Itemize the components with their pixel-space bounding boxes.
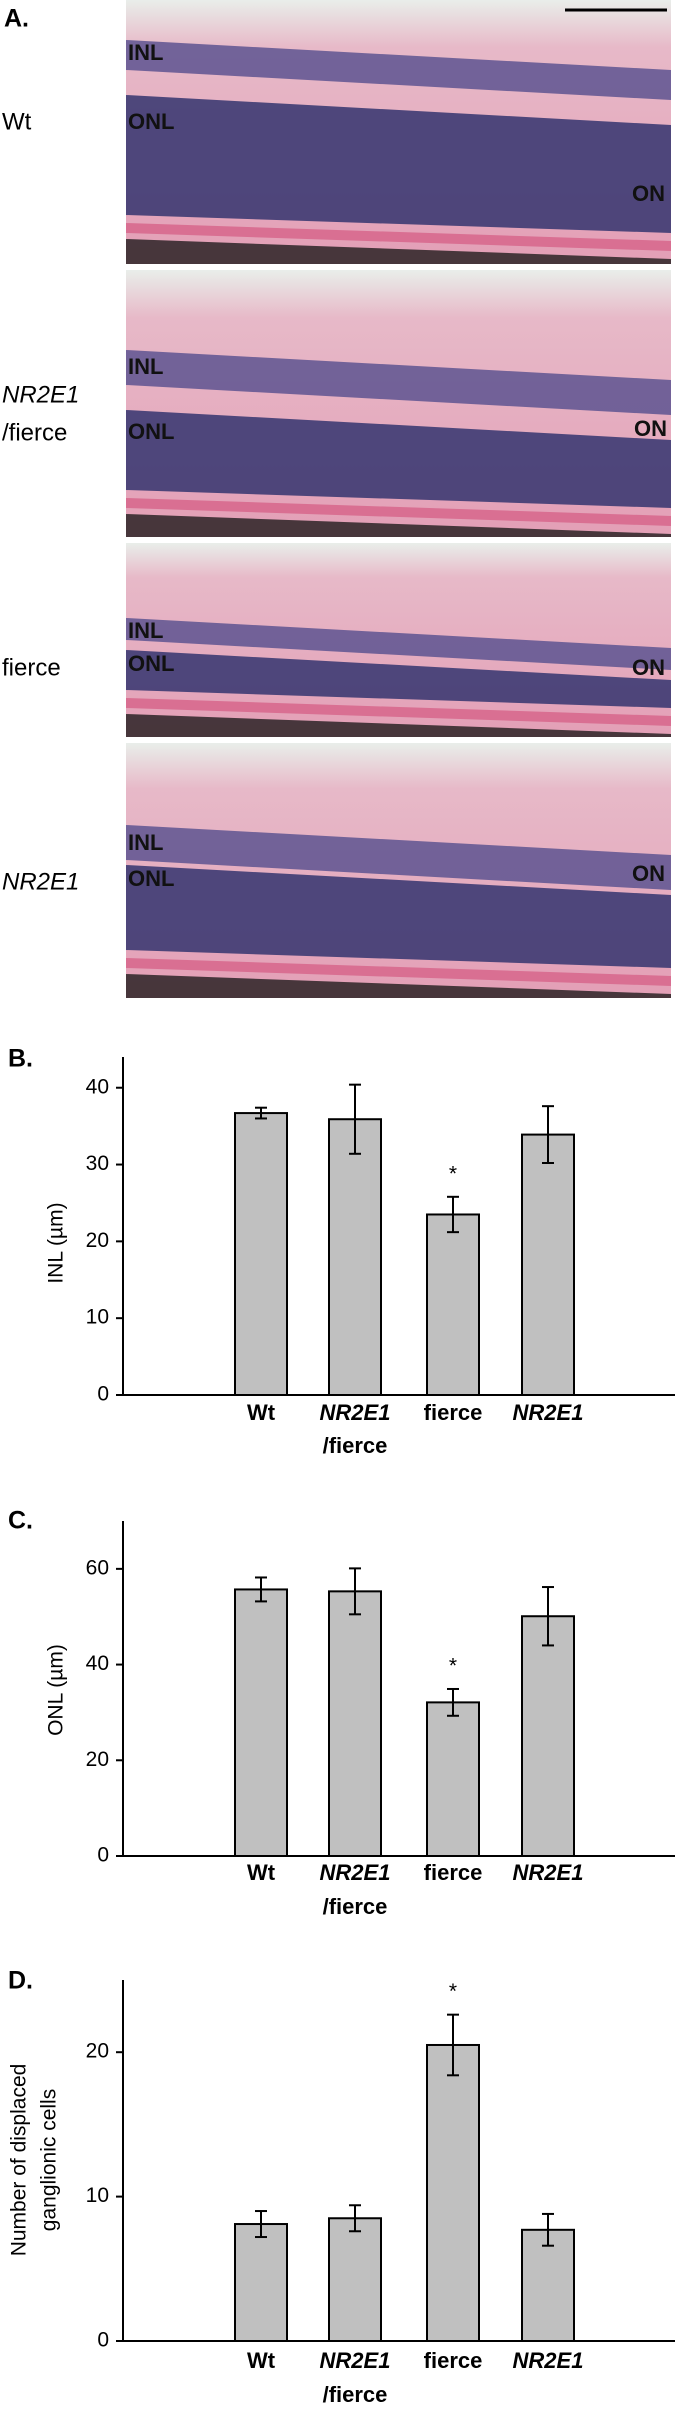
choroid	[126, 714, 671, 737]
y-tick-label: 20	[86, 1748, 109, 1771]
error-bar	[447, 1195, 459, 1234]
choroid	[126, 239, 671, 264]
row-label: NR2E1	[2, 381, 79, 408]
chart-title: B.	[8, 1045, 33, 1073]
bar	[426, 1701, 480, 1857]
y-tick-label: 20	[86, 2040, 109, 2063]
bar	[328, 2217, 382, 2343]
y-tick-label: 10	[86, 1306, 109, 1329]
chart-title: C.	[8, 1507, 33, 1535]
x-tick-label: NR2E1	[320, 2348, 391, 2373]
inl-band	[126, 350, 671, 415]
y-tick-label: 30	[86, 1152, 109, 1175]
annotation: *	[449, 1162, 457, 1185]
panel-label: A.	[4, 5, 29, 33]
layer-label: ON	[632, 181, 665, 206]
layer-label: INL	[128, 40, 163, 65]
y-tick-label: 10	[86, 2184, 109, 2207]
bar	[426, 2043, 480, 2342]
choroid	[126, 974, 671, 998]
y-tick-label: 40	[86, 1075, 109, 1098]
bar	[234, 2223, 288, 2342]
layer-label: ONL	[128, 651, 174, 676]
error-bar	[542, 2212, 554, 2247]
x-tick-label: Wt	[247, 1400, 276, 1425]
x-tick-label: fierce	[424, 1860, 483, 1885]
x-tick-label: Wt	[247, 2348, 276, 2373]
inl-band	[126, 825, 671, 890]
y-tick-label: 0	[97, 1844, 109, 1867]
rpe-band	[126, 498, 671, 526]
row-label: NR2E1	[2, 868, 79, 895]
onl-band	[126, 650, 671, 708]
y-axis-label: INL (µm)	[45, 1202, 68, 1283]
x-tick-label: Wt	[247, 1860, 276, 1885]
annotation: *	[449, 1655, 457, 1678]
layer-label: ONL	[128, 109, 174, 134]
error-bar	[349, 1567, 361, 1616]
y-tick-label: 0	[97, 2329, 109, 2352]
error-bar	[255, 2210, 267, 2239]
chart-title: D.	[8, 1967, 33, 1995]
x-tick-label: fierce	[424, 1400, 483, 1425]
layer-label: ONL	[128, 419, 174, 444]
row-label: /fierce	[2, 419, 67, 446]
onl-band	[126, 410, 671, 508]
inl-band	[126, 618, 671, 670]
bar	[234, 1588, 288, 1857]
y-tick-label: 60	[86, 1556, 109, 1579]
x-tick-label: /fierce	[323, 1433, 388, 1458]
error-bar	[255, 1106, 267, 1120]
error-bar	[447, 2013, 459, 2077]
bar	[328, 1118, 382, 1397]
rpe-band	[126, 698, 671, 726]
layer-label: ON	[632, 861, 665, 886]
bar	[426, 1213, 480, 1397]
y-tick-label: 20	[86, 1229, 109, 1252]
row-label: Wt	[2, 108, 32, 135]
y-axis-label: Number of displaced	[8, 2064, 31, 2257]
error-bar	[447, 1687, 459, 1717]
error-bar	[255, 1576, 267, 1603]
bar	[328, 1590, 382, 1857]
y-tick-label: 0	[97, 1383, 109, 1406]
y-axis-label: ONL (µm)	[45, 1644, 68, 1736]
x-tick-label: NR2E1	[513, 1400, 584, 1425]
annotation: *	[449, 1980, 457, 2003]
inl-band	[126, 40, 671, 100]
onl-band	[126, 865, 671, 968]
error-bar	[542, 1105, 554, 1165]
bar	[234, 1112, 288, 1396]
x-tick-label: NR2E1	[513, 1860, 584, 1885]
layer-label: ON	[634, 416, 667, 441]
choroid	[126, 514, 671, 537]
x-tick-label: /fierce	[323, 1894, 388, 1919]
layer-label: ON	[632, 655, 665, 680]
layer-label: INL	[128, 354, 163, 379]
x-tick-label: fierce	[424, 2348, 483, 2373]
error-bar	[349, 1083, 361, 1155]
layer-label: INL	[128, 830, 163, 855]
x-tick-label: NR2E1	[320, 1400, 391, 1425]
x-tick-label: /fierce	[323, 2382, 388, 2407]
error-bar	[542, 1586, 554, 1647]
x-tick-label: NR2E1	[320, 1860, 391, 1885]
y-axis-label: ganglionic cells	[38, 2089, 61, 2231]
y-tick-label: 40	[86, 1652, 109, 1675]
error-bar	[349, 2204, 361, 2233]
bar	[521, 1615, 575, 1857]
row-label: fierce	[2, 654, 61, 681]
rpe-band	[126, 958, 671, 986]
layer-label: INL	[128, 618, 163, 643]
onl-band	[126, 95, 671, 233]
x-tick-label: NR2E1	[513, 2348, 584, 2373]
rpe-band	[126, 223, 671, 251]
bar	[521, 1133, 575, 1396]
layer-label: ONL	[128, 866, 174, 891]
